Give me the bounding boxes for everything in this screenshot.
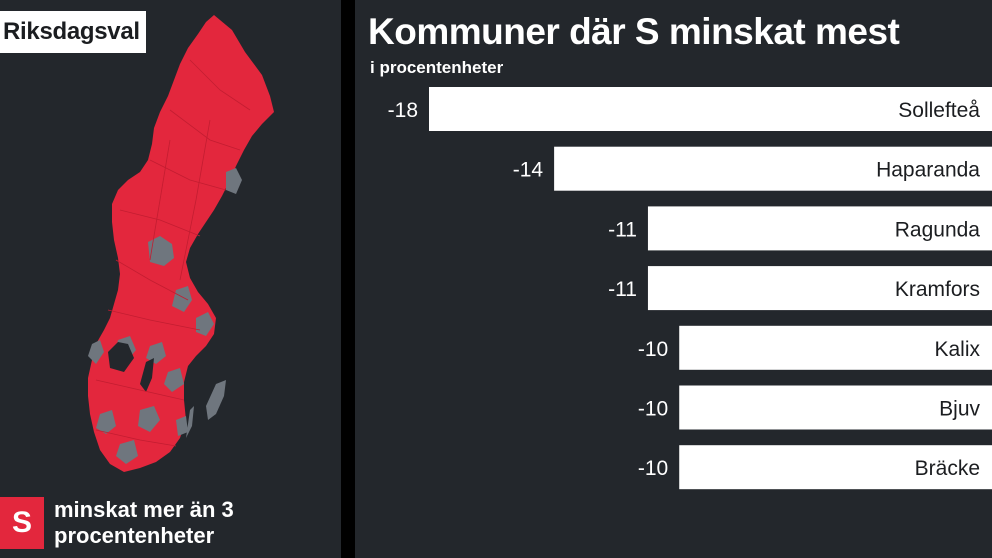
bar-0	[429, 87, 992, 131]
category-label: Bräcke	[915, 457, 980, 480]
map-region-other	[138, 406, 160, 432]
value-label: -10	[638, 338, 668, 361]
value-label: -11	[608, 218, 637, 241]
value-label: -18	[388, 99, 418, 122]
bar-chart: Sollefteå -18 Haparanda -14 Ragunda -11 Kramfo…	[388, 87, 992, 490]
bar-3	[647, 266, 992, 311]
value-label: -10	[638, 457, 668, 480]
category-label: Kalix	[934, 338, 980, 361]
legend-label: minskat mer än 3 procentenheter	[54, 497, 234, 548]
bar-1	[554, 146, 992, 191]
map-region-other	[176, 416, 188, 436]
map-region-mainland	[88, 15, 274, 472]
category-label: Ragunda	[895, 218, 981, 241]
riksdagsval-tag: Riksdagsval	[0, 11, 146, 53]
map-lake	[140, 358, 154, 392]
value-label: -14	[513, 159, 544, 182]
category-label: Kramfors	[895, 278, 980, 301]
map-region-other	[226, 168, 242, 194]
category-label: Haparanda	[876, 159, 980, 182]
map-region-other	[96, 410, 116, 434]
map-panel: Riksdagsval S minskat mer än 3 procenten…	[0, 0, 341, 558]
bar-5	[679, 385, 992, 430]
chart-panel: Kommuner där S minskat mest i procentenh…	[355, 0, 992, 558]
chart-subtitle: i procentenheter	[370, 58, 504, 77]
map-region-other	[172, 286, 192, 312]
map-island-gotland	[206, 380, 226, 420]
category-label: Bjuv	[939, 398, 980, 421]
map-lake	[108, 342, 134, 372]
value-label: -10	[638, 398, 668, 421]
chart-title: Kommuner där S minskat mest	[368, 11, 900, 52]
bar-4	[679, 325, 992, 370]
bar-6	[679, 445, 992, 490]
map-region-other	[148, 236, 174, 266]
map-island-oland	[186, 406, 194, 438]
value-label: -11	[608, 278, 637, 301]
category-label: Sollefteå	[898, 99, 980, 122]
map-region-other	[88, 340, 104, 364]
map-region-other	[164, 368, 184, 392]
map-region-other	[116, 440, 138, 464]
map-borders	[95, 59, 251, 447]
map-region-other	[146, 342, 166, 364]
bar-2	[647, 206, 992, 251]
map-region-other	[196, 312, 214, 336]
sweden-map	[88, 15, 274, 472]
legend-swatch-s: S	[0, 497, 44, 549]
